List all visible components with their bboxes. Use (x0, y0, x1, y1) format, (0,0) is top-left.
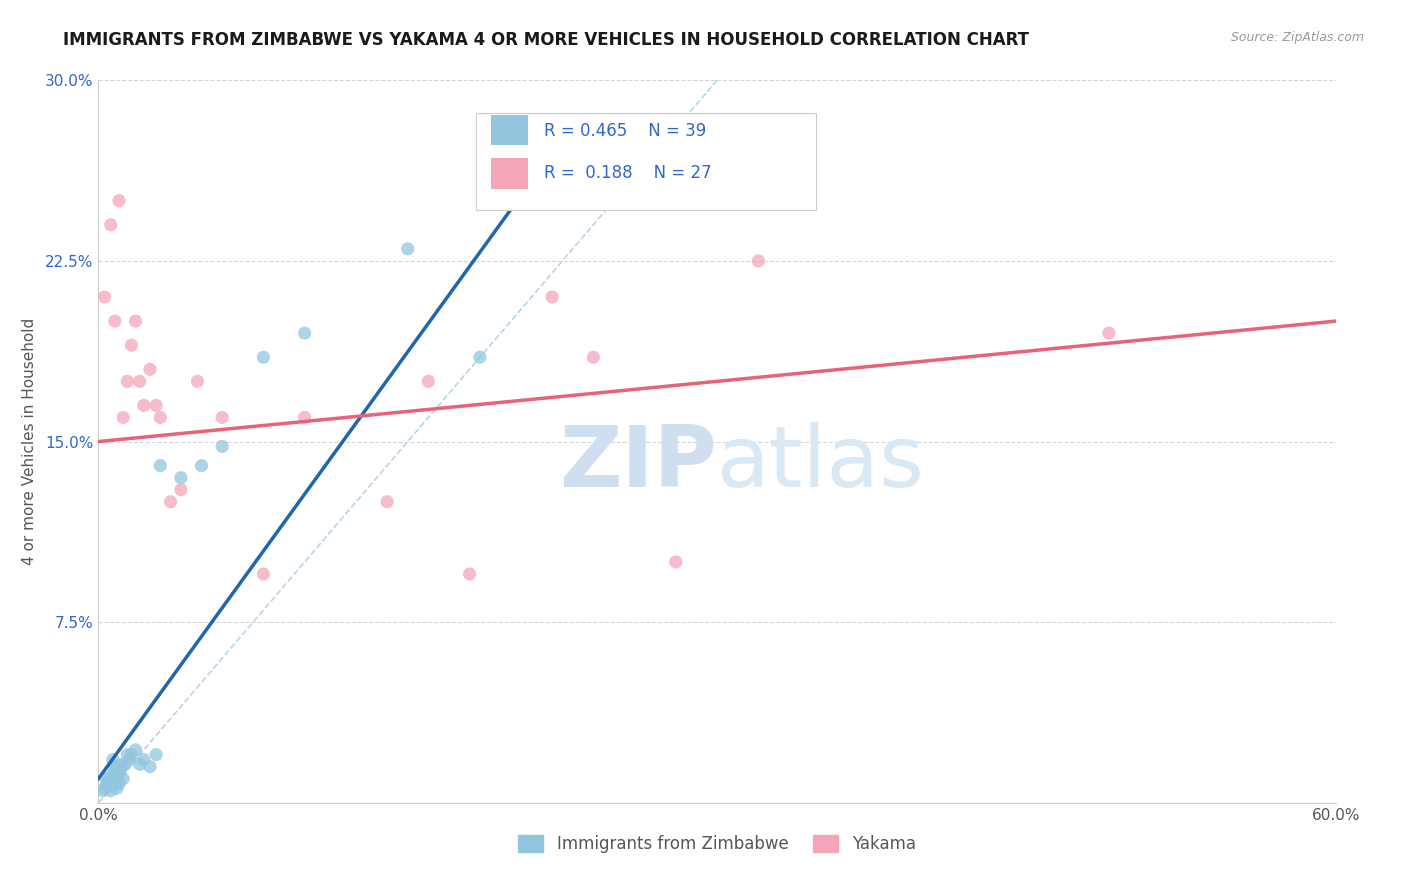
Text: R = 0.465    N = 39: R = 0.465 N = 39 (544, 122, 706, 140)
Point (139, 760, 162, 774)
Y-axis label: 4 or more Vehicles in Household: 4 or more Vehicles in Household (21, 318, 37, 566)
Point (418, 374, 440, 388)
Point (104, 776, 127, 790)
Point (97, 774, 120, 789)
Point (112, 772, 135, 786)
Point (541, 145, 564, 160)
Point (139, 362, 162, 376)
Text: R =  0.188    N = 27: R = 0.188 N = 27 (544, 164, 711, 182)
Point (110, 757, 132, 772)
Point (100, 779, 122, 793)
Point (665, 555, 688, 569)
Point (93, 781, 115, 796)
Point (294, 410, 316, 425)
Point (149, 410, 172, 425)
Point (97, 779, 120, 793)
Point (101, 752, 124, 766)
Point (117, 374, 139, 388)
FancyBboxPatch shape (475, 112, 815, 211)
Point (211, 439, 233, 453)
FancyBboxPatch shape (491, 115, 527, 145)
Point (145, 747, 167, 762)
Point (186, 374, 208, 388)
Point (1098, 326, 1121, 340)
Point (101, 772, 124, 786)
Point (252, 350, 274, 364)
Point (252, 567, 274, 582)
Point (114, 757, 136, 772)
Point (145, 398, 167, 412)
Point (170, 483, 193, 497)
Point (108, 776, 131, 790)
Point (132, 752, 155, 766)
Text: Source: ZipAtlas.com: Source: ZipAtlas.com (1230, 31, 1364, 45)
Point (96, 772, 118, 786)
Point (128, 757, 150, 772)
Point (132, 398, 155, 412)
Text: IMMIGRANTS FROM ZIMBABWE VS YAKAMA 4 OR MORE VEHICLES IN HOUSEHOLD CORRELATION C: IMMIGRANTS FROM ZIMBABWE VS YAKAMA 4 OR … (63, 31, 1029, 49)
Point (93, 290, 115, 304)
Point (117, 747, 139, 762)
Point (108, 194, 131, 208)
Point (120, 747, 142, 762)
Point (375, 494, 398, 508)
Point (105, 781, 128, 796)
Point (120, 338, 142, 352)
Point (104, 764, 127, 779)
Point (104, 760, 127, 774)
Point (108, 767, 131, 781)
Point (104, 314, 127, 328)
Point (541, 290, 564, 304)
Legend: Immigrants from Zimbabwe, Yakama: Immigrants from Zimbabwe, Yakama (512, 828, 922, 860)
Point (582, 350, 605, 364)
Point (211, 410, 233, 425)
FancyBboxPatch shape (491, 158, 527, 189)
Point (159, 494, 181, 508)
Point (190, 458, 212, 473)
Point (294, 326, 316, 340)
Point (112, 410, 135, 425)
Point (91, 784, 114, 798)
Point (96, 776, 118, 790)
Point (101, 767, 124, 781)
Text: atlas: atlas (717, 422, 925, 505)
Point (124, 743, 146, 757)
Point (468, 350, 491, 364)
Point (118, 752, 141, 766)
Point (396, 242, 419, 256)
Point (149, 458, 172, 473)
Point (105, 772, 128, 786)
Text: ZIP: ZIP (560, 422, 717, 505)
Point (100, 218, 122, 232)
Point (170, 470, 193, 484)
Point (458, 567, 481, 582)
Point (100, 784, 122, 798)
Point (128, 374, 150, 388)
Point (747, 253, 769, 268)
Point (110, 762, 132, 776)
Point (124, 314, 146, 328)
